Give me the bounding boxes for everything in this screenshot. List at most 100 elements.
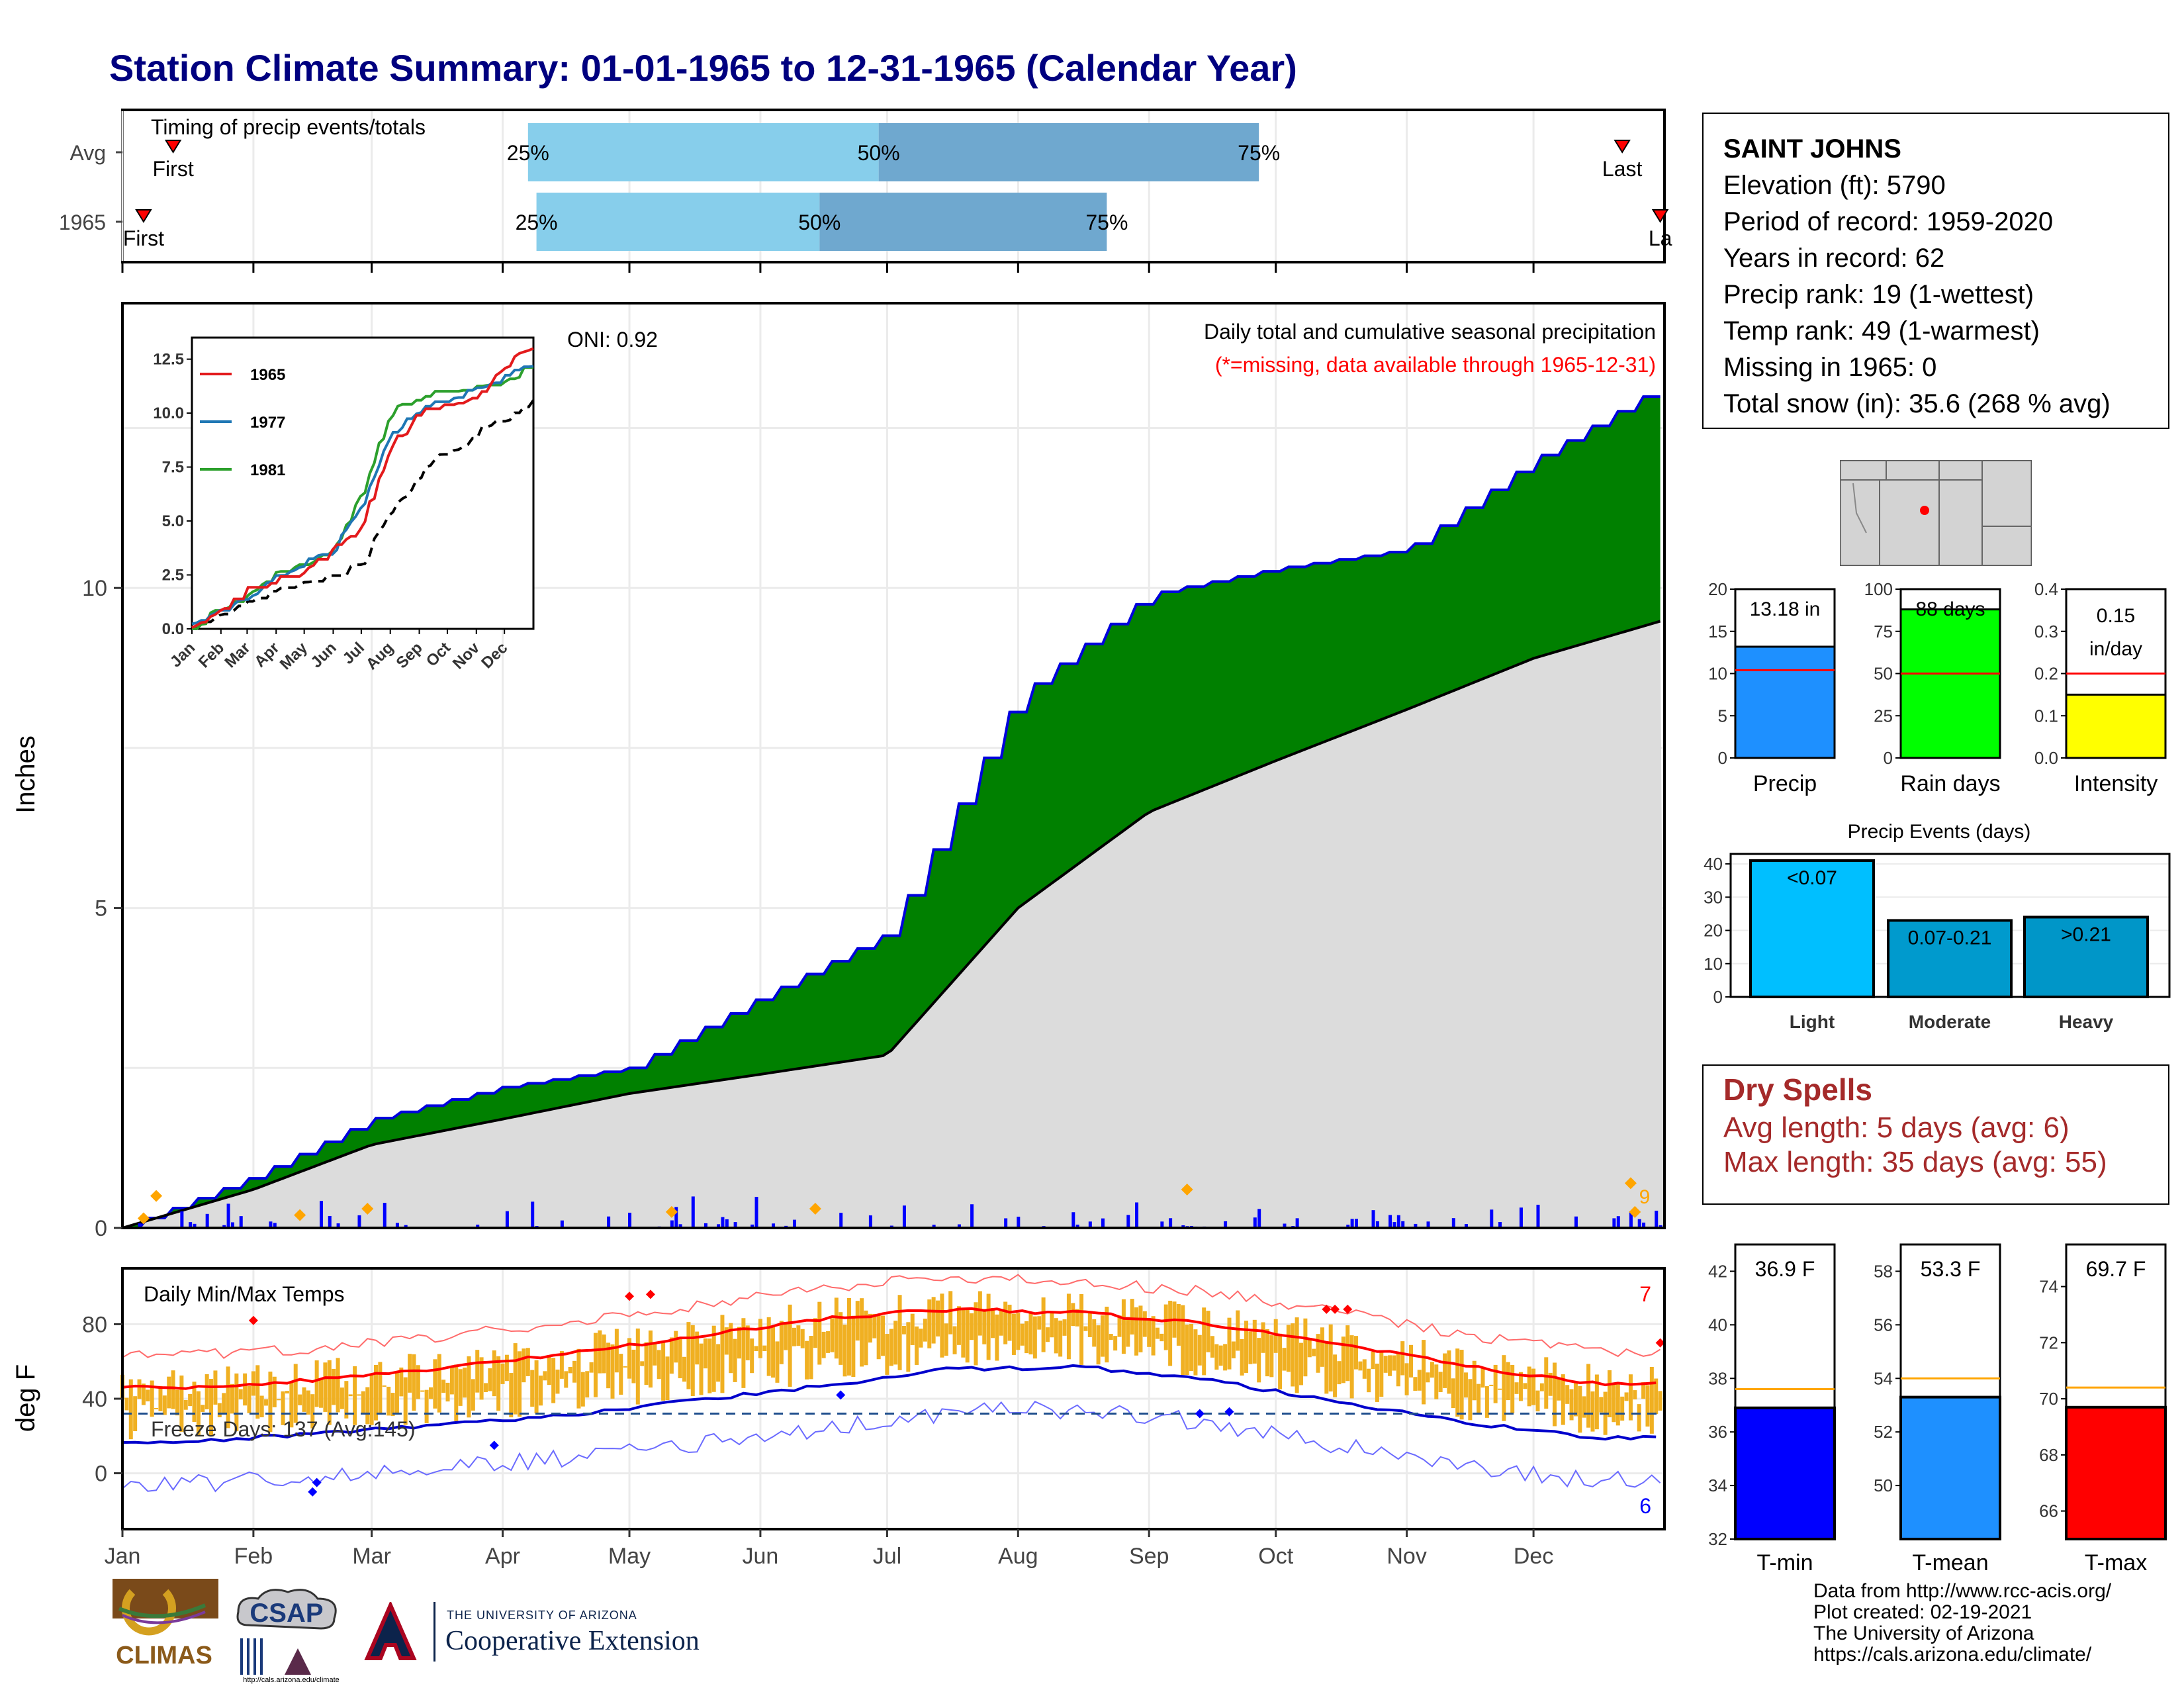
y-tick-label: 0 [95, 1216, 107, 1241]
intensity-bar [2065, 693, 2167, 759]
daily-precip-bar [902, 1205, 906, 1228]
daily-temp-bar [1658, 1391, 1662, 1411]
timing-label: Timing of precip events/totals [151, 115, 426, 139]
daily-precip-bar [336, 1223, 340, 1228]
precip-tick-label: 10 [1708, 664, 1727, 684]
daily-temp-bar [551, 1358, 556, 1403]
events-bar-label: 0.07-0.21 [1908, 927, 1992, 949]
ua-logo [364, 1602, 417, 1660]
daily-temp-bar [1489, 1384, 1494, 1386]
daily-temp-bar [1037, 1316, 1042, 1330]
timing-pct-label: 25% [516, 211, 558, 234]
daily-temp-bar [631, 1349, 636, 1383]
record-high-marker [1343, 1304, 1353, 1314]
daily-temp-bar [648, 1330, 653, 1388]
daily-temp-bar [1573, 1381, 1578, 1417]
precip-bar [1734, 645, 1836, 759]
rain-days-value: 88 days [1915, 598, 1985, 620]
snow-marker [665, 1205, 678, 1218]
freeze-days-label: Freeze Days: 137 (Avg:145) [151, 1417, 416, 1441]
daily-temp-bar [585, 1371, 590, 1398]
events-category: Moderate [1909, 1011, 1991, 1032]
daily-temp-bar [1062, 1319, 1067, 1336]
daily-temp-bar [1134, 1307, 1139, 1356]
timing-row-label: Avg [69, 141, 106, 165]
dry-spells-title: Dry Spells [1723, 1072, 1872, 1107]
daily-precip-bar [1659, 1225, 1662, 1228]
daily-temp-bar [1083, 1326, 1088, 1331]
locator-map [1840, 460, 2032, 566]
csap-logo: CSAP http://cals.arizona.edu/climate [236, 1589, 340, 1684]
daily-temp-bar [1138, 1305, 1143, 1352]
last-event-label: La [1649, 226, 1672, 250]
daily-temp-bar [534, 1360, 539, 1414]
daily-precip-bar [725, 1219, 729, 1228]
daily-temp-bar [259, 1395, 264, 1418]
summary-bars: 0 5 10 15 20 13.18 in Precip 0 25 50 75 100 88 days R… [1708, 579, 2167, 796]
daily-temp-bar [910, 1313, 915, 1345]
daily-temp-bar [1261, 1322, 1265, 1353]
daily-temp-bar [1032, 1316, 1037, 1359]
record-low-marker [489, 1440, 499, 1450]
daily-temp-bar [302, 1387, 306, 1412]
month-label: Aug [998, 1544, 1038, 1569]
daily-temp-bar [729, 1323, 733, 1374]
daily-temp-bar [433, 1359, 437, 1409]
daily-precip-bar [1655, 1210, 1659, 1228]
daily-temp-bar [394, 1372, 399, 1413]
daily-temp-bar [1548, 1372, 1553, 1396]
temp-y-label: 40 [82, 1387, 107, 1412]
daily-temp-bar [1252, 1319, 1257, 1364]
precip-tick-label: 0 [1718, 748, 1727, 768]
snow-marker [1624, 1177, 1637, 1190]
daily-temp-bar [437, 1354, 441, 1413]
daily-temp-bar [678, 1338, 682, 1379]
daily-temp-bar [1058, 1320, 1063, 1357]
daily-precip-bar [1388, 1215, 1392, 1228]
daily-temp-bar [238, 1389, 243, 1399]
daily-precip-bar [1519, 1207, 1523, 1228]
daily-temp-bar [1371, 1351, 1375, 1370]
daily-temp-bar [1493, 1364, 1498, 1403]
climas-logo: CLIMAS [113, 1579, 218, 1669]
daily-temp-bar [538, 1376, 543, 1406]
daily-precip-bar [674, 1207, 678, 1228]
first-event-label: First [123, 226, 164, 250]
record-low-marker [1195, 1409, 1205, 1419]
daily-temp-bar [1586, 1364, 1591, 1428]
daily-temp-bar [931, 1297, 936, 1344]
station-line: Precip rank: 19 (1-wettest) [1723, 280, 2034, 309]
daily-temp-bar [247, 1385, 251, 1413]
tmax-tick-label: 66 [2039, 1501, 2058, 1521]
month-label: May [608, 1544, 651, 1569]
daily-temp-bar [889, 1329, 893, 1366]
daily-temp-bar [619, 1354, 623, 1395]
daily-temp-bar [1608, 1370, 1612, 1418]
daily-temp-bar [175, 1389, 179, 1416]
y-axis-label: Inches [11, 735, 40, 814]
tmin-tick-label: 38 [1708, 1368, 1727, 1388]
daily-temp-bar [846, 1298, 851, 1376]
record-low-marker [836, 1390, 846, 1400]
daily-precip-bar [1574, 1216, 1578, 1228]
daily-temp-bar [893, 1321, 898, 1365]
month-label: Sep [1129, 1544, 1169, 1569]
intensity-tick-label: 0.4 [2034, 579, 2058, 599]
rain-days-tick-label: 75 [1874, 622, 1893, 641]
daily-temp-bar [733, 1338, 737, 1382]
inset-y-label: 5.0 [162, 512, 184, 530]
daily-temp-bar [1248, 1331, 1253, 1364]
daily-temp-bar [944, 1323, 948, 1356]
snow-marker [1181, 1183, 1193, 1196]
rain-days-tick-label: 0 [1884, 748, 1893, 768]
events-bar [1749, 859, 1875, 998]
daily-precip-bar [1616, 1216, 1620, 1228]
dry-avg-length: Avg length: 5 days (avg: 6) [1723, 1111, 2070, 1144]
rain-days-label: Rain days [1900, 771, 2000, 796]
daily-temp-bar [1286, 1325, 1291, 1372]
daily-temp-bar [948, 1291, 953, 1335]
daily-temp-bar [809, 1336, 813, 1380]
daily-precip-bar [505, 1211, 509, 1228]
daily-temp-bar [167, 1376, 171, 1409]
daily-temp-bar [1328, 1324, 1333, 1392]
